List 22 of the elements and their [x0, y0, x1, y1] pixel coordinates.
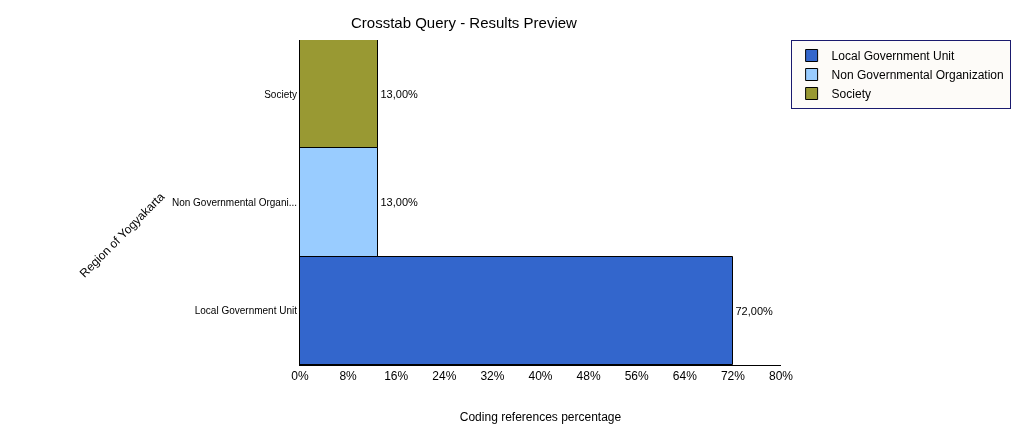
x-tick-label: 0%	[291, 369, 309, 384]
x-tick-label: 40%	[528, 369, 553, 384]
x-tick-label: 32%	[480, 369, 505, 384]
y-tick-label: Local Government Unit	[194, 305, 298, 317]
legend-label: Non Governmental Organization	[831, 68, 1004, 83]
y-tick-label: Society	[264, 88, 297, 100]
data-label: 13,00%	[380, 196, 419, 208]
x-tick-label: 64%	[672, 369, 698, 384]
legend-label: Local Government Unit	[831, 49, 956, 64]
x-tick-label: 80%	[768, 369, 794, 384]
x-tick-label: 72%	[720, 369, 746, 384]
y-tick-label: Non Governmental Organi...	[171, 197, 297, 208]
data-label: 72,00%	[735, 304, 774, 317]
legend-label: Society	[831, 87, 871, 102]
chart-title: Crosstab Query - Results Preview	[351, 13, 578, 31]
data-label: 13,00%	[380, 87, 419, 100]
x-axis-title: Coding references percentage	[459, 410, 622, 425]
x-tick-label: 16%	[384, 369, 409, 384]
x-tick-label: 8%	[339, 369, 358, 384]
x-tick-label: 56%	[624, 369, 650, 384]
x-tick-label: 48%	[576, 369, 601, 384]
x-tick-label: 24%	[432, 369, 457, 384]
